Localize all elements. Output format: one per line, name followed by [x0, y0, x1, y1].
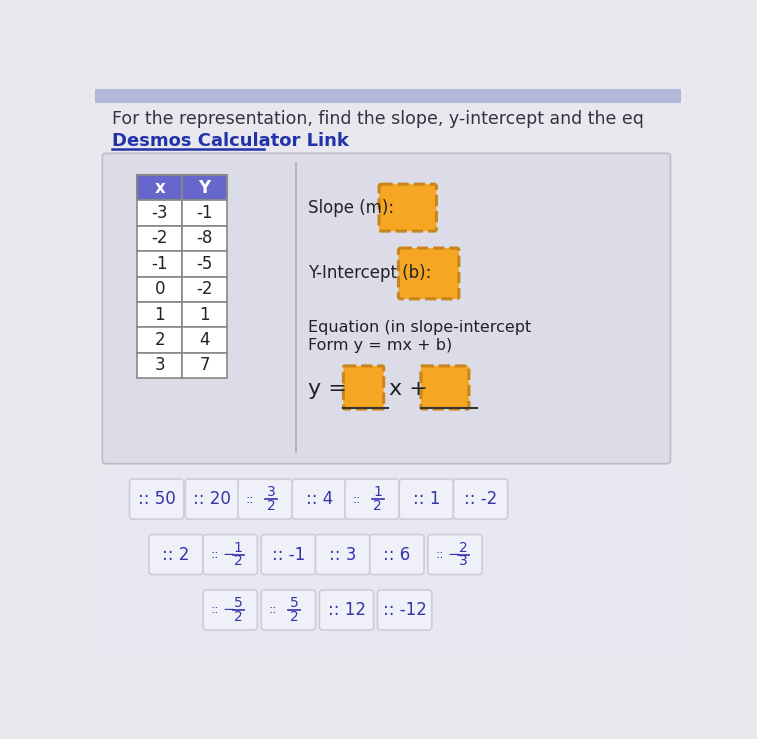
Text: 7: 7: [199, 356, 210, 375]
FancyBboxPatch shape: [238, 479, 292, 519]
Text: -5: -5: [197, 255, 213, 273]
Text: Y-Intercept (b):: Y-Intercept (b):: [308, 265, 431, 282]
FancyBboxPatch shape: [344, 366, 384, 409]
Text: 5: 5: [234, 596, 243, 610]
Bar: [95, 470, 681, 658]
Text: Equation (in slope-intercept: Equation (in slope-intercept: [308, 320, 531, 335]
Bar: [137, 251, 182, 276]
FancyBboxPatch shape: [149, 534, 203, 574]
Text: -2: -2: [151, 229, 168, 248]
Bar: [182, 353, 227, 378]
Text: :: 4: :: 4: [306, 490, 333, 508]
Text: 3: 3: [154, 356, 165, 375]
Text: 1: 1: [373, 486, 382, 499]
Bar: [182, 327, 227, 353]
FancyBboxPatch shape: [316, 534, 369, 574]
FancyBboxPatch shape: [398, 248, 459, 299]
Text: 2: 2: [373, 499, 382, 513]
Text: :: -12: :: -12: [383, 601, 426, 619]
FancyBboxPatch shape: [203, 534, 257, 574]
Text: 2: 2: [234, 554, 243, 568]
Text: Desmos Calculator Link: Desmos Calculator Link: [112, 132, 348, 150]
Bar: [137, 302, 182, 327]
FancyBboxPatch shape: [261, 534, 316, 574]
Bar: [182, 225, 227, 251]
Text: −: −: [223, 602, 235, 618]
Text: 1: 1: [234, 541, 243, 554]
Text: ::: ::: [269, 604, 278, 616]
Text: -2: -2: [196, 280, 213, 299]
FancyBboxPatch shape: [292, 479, 347, 519]
Text: −: −: [447, 547, 460, 562]
Bar: [182, 200, 227, 225]
FancyBboxPatch shape: [378, 590, 431, 630]
Bar: [95, 89, 681, 103]
Text: 2: 2: [459, 541, 468, 554]
Bar: [137, 225, 182, 251]
Text: 2: 2: [290, 610, 298, 624]
Text: For the representation, find the slope, y-intercept and the eq: For the representation, find the slope, …: [112, 110, 643, 129]
Text: :: -1: :: -1: [272, 545, 305, 564]
Bar: [182, 251, 227, 276]
Text: :: 12: :: 12: [328, 601, 366, 619]
FancyBboxPatch shape: [129, 479, 184, 519]
FancyBboxPatch shape: [379, 184, 436, 231]
Bar: [137, 327, 182, 353]
Bar: [137, 353, 182, 378]
Text: Y: Y: [198, 179, 210, 197]
Text: 2: 2: [266, 499, 276, 513]
Text: ::: ::: [211, 604, 220, 616]
Text: 5: 5: [290, 596, 298, 610]
Text: -3: -3: [151, 204, 168, 222]
FancyBboxPatch shape: [428, 534, 482, 574]
FancyBboxPatch shape: [261, 590, 316, 630]
Text: -1: -1: [196, 204, 213, 222]
Text: Slope (m):: Slope (m):: [308, 199, 394, 217]
Text: y =: y =: [308, 379, 347, 399]
FancyBboxPatch shape: [185, 479, 239, 519]
Bar: [182, 175, 227, 200]
Bar: [182, 276, 227, 302]
FancyBboxPatch shape: [319, 590, 374, 630]
Text: ::: ::: [435, 548, 444, 561]
FancyBboxPatch shape: [203, 590, 257, 630]
Text: x +: x +: [389, 379, 428, 399]
FancyBboxPatch shape: [369, 534, 424, 574]
FancyBboxPatch shape: [421, 366, 469, 409]
Text: 4: 4: [199, 331, 210, 349]
Text: 2: 2: [154, 331, 165, 349]
Bar: [137, 175, 182, 200]
Text: ::: ::: [353, 493, 361, 505]
Text: :: 20: :: 20: [194, 490, 232, 508]
Text: :: 3: :: 3: [329, 545, 357, 564]
Text: 2: 2: [234, 610, 243, 624]
Text: ::: ::: [246, 493, 254, 505]
Text: 1: 1: [199, 306, 210, 324]
Text: -1: -1: [151, 255, 168, 273]
Text: 1: 1: [154, 306, 165, 324]
Bar: [182, 302, 227, 327]
Text: :: 2: :: 2: [162, 545, 190, 564]
Text: Form y = mx + b): Form y = mx + b): [308, 338, 452, 353]
FancyBboxPatch shape: [345, 479, 399, 519]
Bar: [137, 276, 182, 302]
Text: -8: -8: [197, 229, 213, 248]
Text: :: 50: :: 50: [138, 490, 176, 508]
Text: 3: 3: [459, 554, 468, 568]
FancyBboxPatch shape: [399, 479, 453, 519]
FancyBboxPatch shape: [453, 479, 508, 519]
Text: −: −: [223, 547, 235, 562]
Bar: [137, 200, 182, 225]
Text: :: 6: :: 6: [383, 545, 410, 564]
FancyBboxPatch shape: [102, 154, 671, 463]
Text: 0: 0: [154, 280, 165, 299]
Text: :: 1: :: 1: [413, 490, 440, 508]
Text: x: x: [154, 179, 165, 197]
Text: 3: 3: [266, 486, 276, 499]
Text: ::: ::: [211, 548, 220, 561]
Text: :: -2: :: -2: [464, 490, 497, 508]
